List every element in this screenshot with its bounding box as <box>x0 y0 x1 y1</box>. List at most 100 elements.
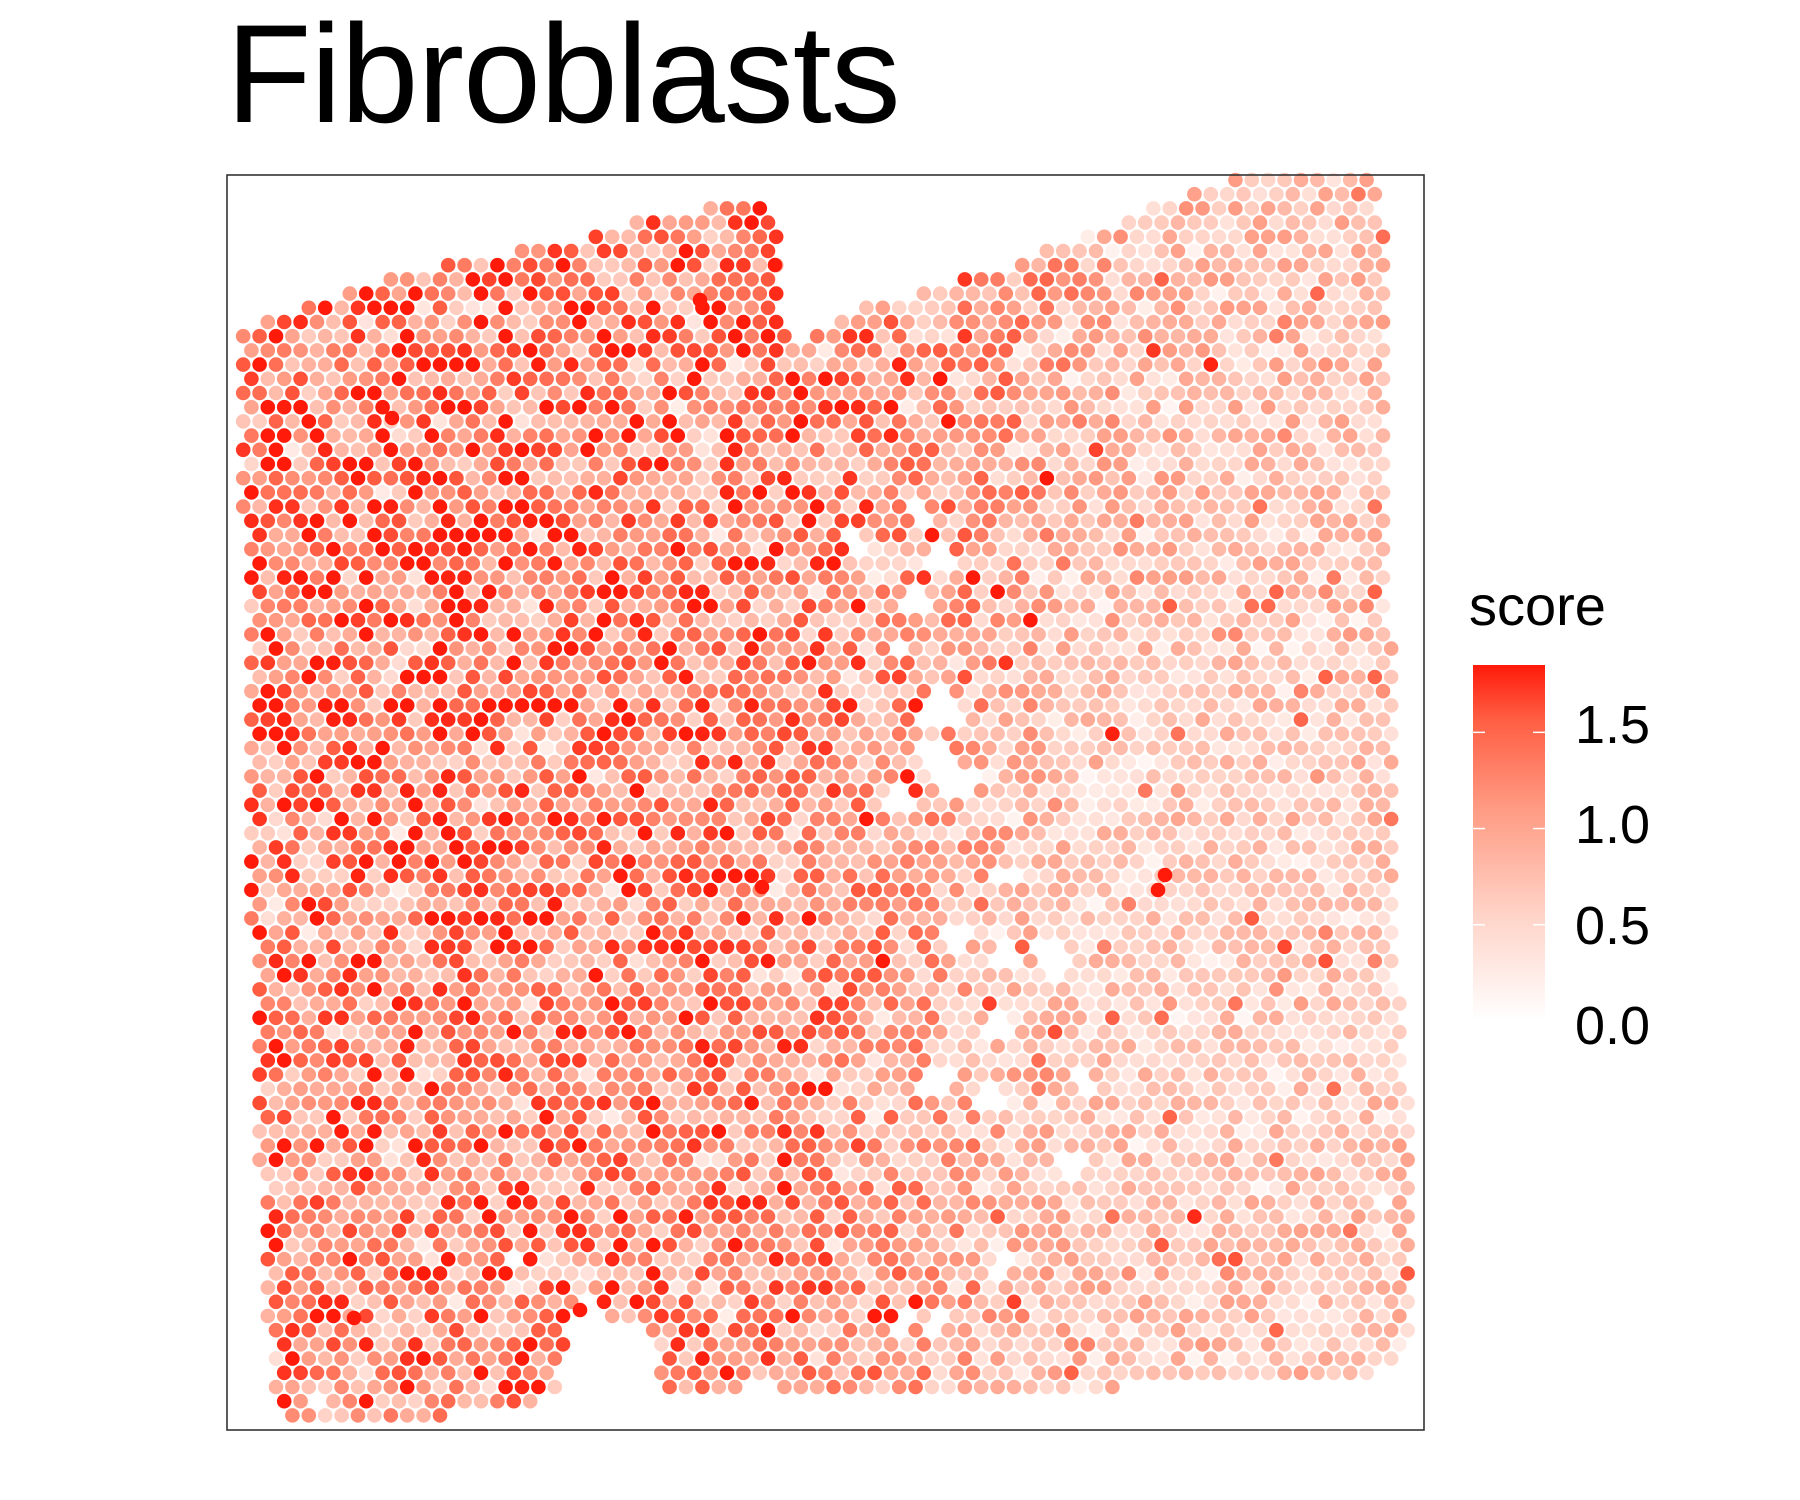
spot <box>686 683 702 699</box>
spot <box>629 1266 645 1281</box>
spot <box>1326 1053 1342 1068</box>
spot <box>1047 343 1063 358</box>
spot <box>1195 399 1210 415</box>
spot <box>416 1067 431 1082</box>
spot <box>719 513 735 529</box>
spot <box>760 1180 776 1196</box>
spot <box>293 399 308 415</box>
spot <box>1129 1024 1145 1040</box>
spot <box>1219 868 1235 884</box>
spot <box>440 825 456 841</box>
spot <box>1310 485 1325 500</box>
spot <box>1351 243 1366 259</box>
spot <box>481 1124 497 1139</box>
spot <box>391 1081 407 1097</box>
spot <box>859 414 874 429</box>
spot <box>941 357 956 372</box>
spot <box>416 641 431 656</box>
spot <box>719 229 735 245</box>
spot <box>506 513 522 529</box>
spot <box>596 641 612 656</box>
spot <box>818 456 833 472</box>
spot <box>736 229 751 245</box>
spot <box>596 272 612 287</box>
spot <box>629 584 645 600</box>
spot <box>301 1124 317 1139</box>
spot <box>662 783 677 798</box>
spot <box>1113 712 1128 727</box>
spot <box>1277 257 1292 273</box>
spot <box>580 669 595 685</box>
spot <box>678 840 694 855</box>
spot <box>367 811 382 827</box>
spot <box>399 1266 415 1281</box>
spot <box>1121 783 1137 798</box>
spot <box>276 1166 292 1182</box>
spot <box>1014 286 1030 301</box>
spot <box>1285 243 1301 259</box>
spot <box>514 1237 530 1253</box>
spot <box>736 286 751 301</box>
spot <box>588 797 604 813</box>
spot <box>531 726 546 742</box>
spot <box>1310 627 1325 642</box>
spot <box>1047 825 1063 841</box>
spot <box>990 584 1005 600</box>
spot <box>1113 286 1128 301</box>
spot <box>949 399 964 415</box>
spot <box>1113 1081 1128 1097</box>
spot <box>908 783 923 798</box>
spot <box>703 1053 718 1068</box>
spot <box>1359 201 1374 216</box>
spot <box>842 414 858 429</box>
spot <box>1310 939 1325 955</box>
spot <box>1146 456 1161 472</box>
spot <box>1400 1180 1415 1196</box>
spot <box>1072 414 1087 429</box>
spot <box>408 570 423 585</box>
spot <box>711 726 727 742</box>
spot <box>317 385 333 401</box>
spot <box>1055 243 1071 259</box>
spot <box>916 399 932 415</box>
spot <box>1252 442 1268 458</box>
spot <box>1334 300 1350 316</box>
spot <box>563 527 579 543</box>
spot <box>1277 797 1292 813</box>
spot <box>301 1266 317 1281</box>
spot <box>654 1166 669 1182</box>
spot <box>818 1109 833 1125</box>
spot <box>1228 996 1243 1011</box>
spot <box>416 1010 431 1026</box>
spot <box>1047 854 1063 869</box>
spot <box>932 1138 948 1153</box>
spot <box>1080 1109 1096 1125</box>
spot <box>1318 215 1333 230</box>
spot <box>965 1195 981 1210</box>
spot <box>695 328 710 344</box>
spot <box>1055 328 1071 344</box>
spot <box>1088 1152 1104 1168</box>
spot <box>678 1038 694 1054</box>
spot <box>481 840 497 855</box>
spot <box>563 669 579 685</box>
spot <box>908 1010 923 1026</box>
spot <box>1211 854 1227 869</box>
spot <box>596 811 612 827</box>
spot <box>572 343 587 358</box>
spot <box>818 996 833 1011</box>
spot <box>1154 414 1169 429</box>
spot <box>867 314 882 330</box>
spot <box>1121 414 1137 429</box>
spot <box>531 243 546 259</box>
spot <box>777 584 792 600</box>
spot <box>498 982 513 997</box>
spot <box>1301 896 1317 912</box>
spot <box>531 357 546 372</box>
spot <box>1195 854 1210 869</box>
spot <box>1195 371 1210 387</box>
spot <box>695 442 710 458</box>
spot <box>941 726 956 742</box>
spot <box>1113 1251 1128 1267</box>
spot <box>555 825 571 841</box>
